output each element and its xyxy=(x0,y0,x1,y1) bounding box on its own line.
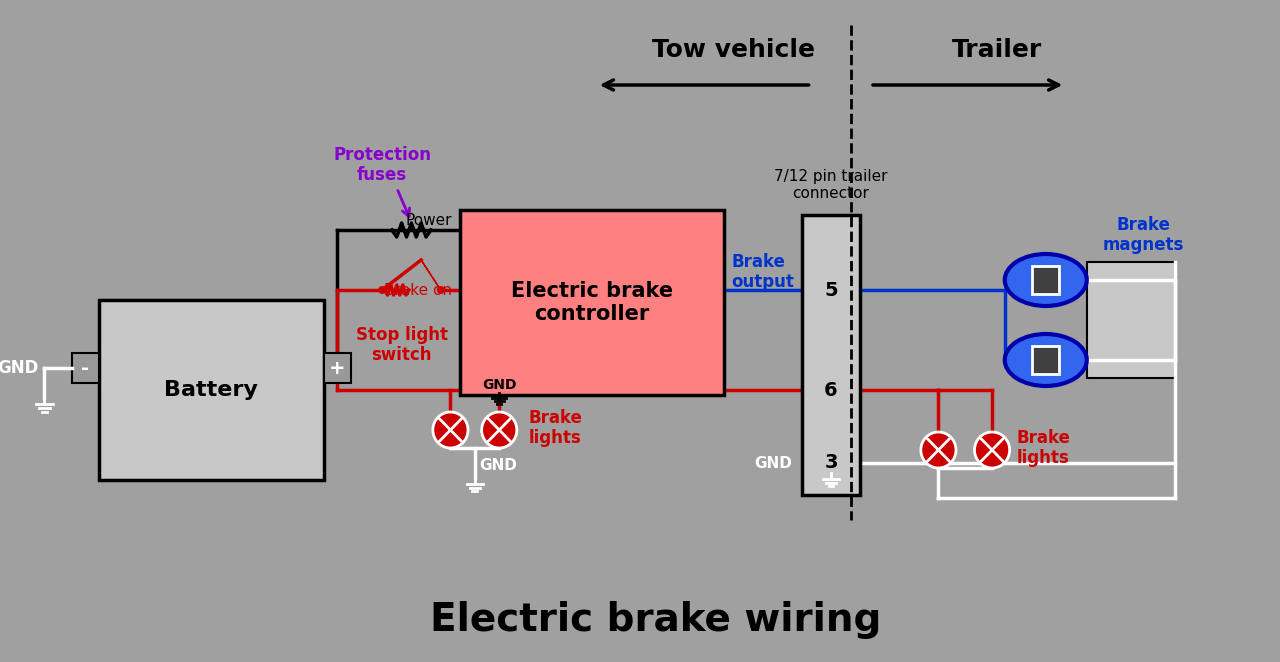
Bar xyxy=(99,300,324,480)
Text: Brake
lights: Brake lights xyxy=(529,408,582,448)
Text: Tow vehicle: Tow vehicle xyxy=(652,38,815,62)
Text: Stop light
switch: Stop light switch xyxy=(356,326,448,364)
Circle shape xyxy=(974,432,1010,468)
Text: 5: 5 xyxy=(824,281,838,299)
Text: -: - xyxy=(82,359,90,378)
Text: 6: 6 xyxy=(824,381,838,399)
Text: Brake
lights: Brake lights xyxy=(1016,428,1070,467)
Text: GND: GND xyxy=(754,455,792,471)
Text: Brake
output: Brake output xyxy=(731,253,795,291)
Text: 3: 3 xyxy=(824,453,838,473)
Text: GND: GND xyxy=(483,378,516,392)
Text: Protection
fuses: Protection fuses xyxy=(333,146,431,185)
Circle shape xyxy=(436,286,444,294)
Ellipse shape xyxy=(1005,334,1087,386)
Circle shape xyxy=(378,286,387,294)
Text: +: + xyxy=(329,359,346,378)
Text: Electric brake wiring: Electric brake wiring xyxy=(430,601,881,639)
Text: Trailer: Trailer xyxy=(952,38,1042,62)
Circle shape xyxy=(920,432,956,468)
Bar xyxy=(801,215,860,495)
Text: GND: GND xyxy=(0,359,38,377)
Text: Electric brake
controller: Electric brake controller xyxy=(511,281,673,324)
Text: 7/12 pin trailer
connector: 7/12 pin trailer connector xyxy=(774,169,888,201)
Circle shape xyxy=(481,412,517,448)
Text: GND: GND xyxy=(480,459,517,473)
Bar xyxy=(324,354,351,383)
Text: Brake on: Brake on xyxy=(384,283,452,297)
Text: Power: Power xyxy=(406,213,452,228)
Bar xyxy=(461,210,723,395)
Polygon shape xyxy=(421,260,440,290)
Ellipse shape xyxy=(1005,254,1087,306)
Bar xyxy=(72,354,99,383)
Text: Brake
magnets: Brake magnets xyxy=(1102,216,1184,254)
Bar xyxy=(1032,266,1060,294)
Circle shape xyxy=(433,412,468,448)
Bar xyxy=(1087,262,1175,378)
Text: Battery: Battery xyxy=(164,380,259,400)
Bar xyxy=(1032,346,1060,374)
